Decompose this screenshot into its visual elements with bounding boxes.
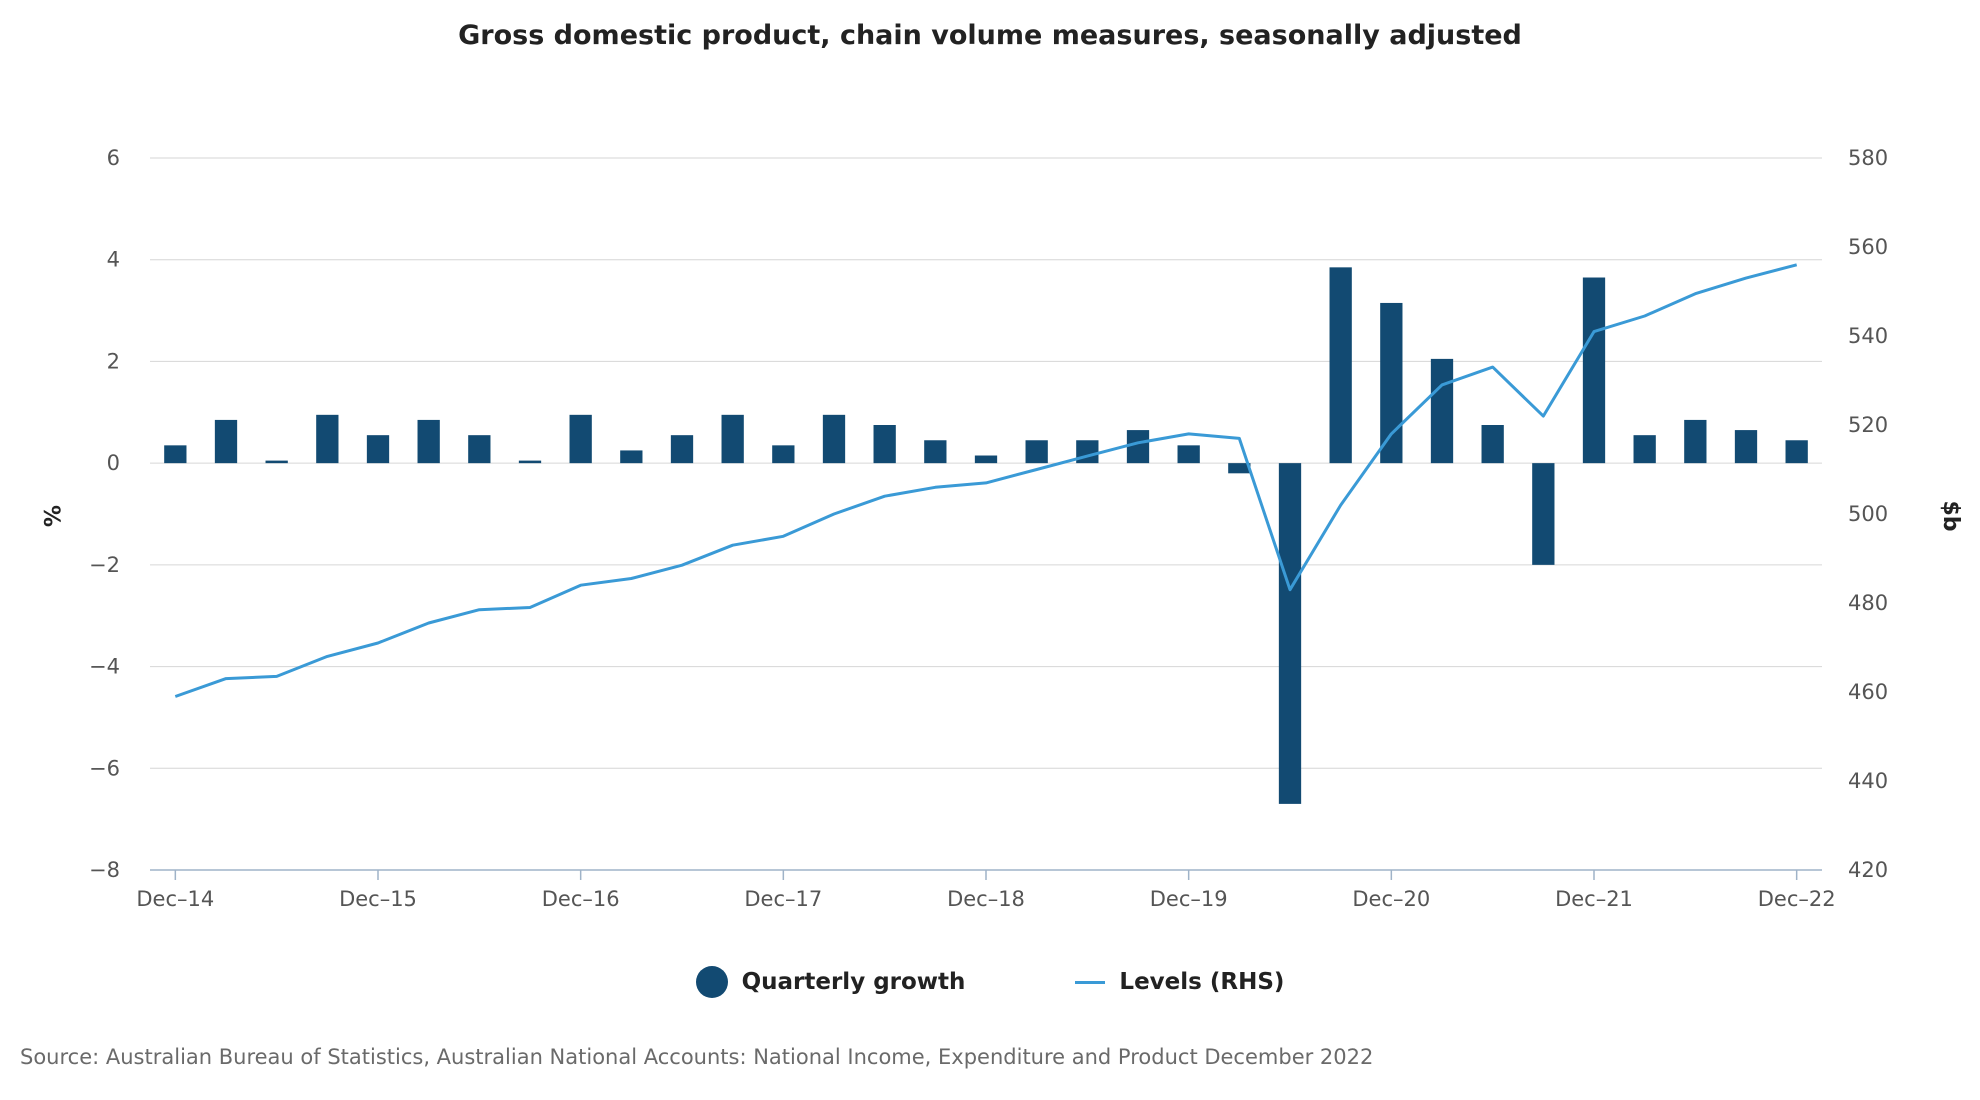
growth-bar: [468, 435, 491, 464]
growth-bar: [1734, 430, 1758, 464]
x-tick-label: Dec–15: [339, 887, 417, 911]
growth-bar: [417, 419, 440, 464]
growth-bar: [721, 414, 744, 464]
growth-bar: [1177, 445, 1200, 464]
y-right-tick-label: 560: [1848, 235, 1888, 259]
growth-bar: [1278, 463, 1302, 804]
y-left-tick-label: 4: [107, 248, 120, 272]
growth-bar: [265, 460, 288, 464]
growth-bar: [1633, 435, 1656, 464]
x-tick-label: Dec–22: [1758, 887, 1836, 911]
y-right-tick-label: 480: [1848, 591, 1888, 615]
bar-series: [164, 267, 1808, 804]
growth-bar: [1481, 425, 1504, 464]
growth-bar: [518, 460, 542, 464]
growth-bar: [974, 455, 998, 464]
left-axis-unit: %: [38, 505, 63, 527]
growth-bar: [772, 445, 795, 464]
x-tick-label: Dec–21: [1555, 887, 1633, 911]
growth-bar: [1025, 440, 1048, 464]
y-left-tick-label: −8: [89, 858, 120, 882]
growth-bar: [670, 435, 694, 464]
growth-bar: [1329, 267, 1352, 464]
y-right-tick-label: 580: [1848, 146, 1888, 170]
y-left-tick-label: 6: [107, 146, 120, 170]
y-left-tick-label: −6: [89, 756, 120, 780]
growth-bar: [214, 419, 238, 464]
growth-bar: [1430, 358, 1454, 464]
legend-label-quarterly-growth: Quarterly growth: [741, 969, 966, 995]
growth-bar: [1380, 302, 1403, 464]
growth-bar: [1126, 430, 1150, 464]
y-right-tick-label: 460: [1848, 680, 1888, 704]
x-tick-label: Dec–20: [1352, 887, 1430, 911]
axes: 6420−2−4−6−8580560540520500480460440420D…: [89, 146, 1888, 911]
y-right-tick-label: 420: [1848, 858, 1888, 882]
y-right-tick-label: 540: [1848, 324, 1888, 348]
growth-bar: [1532, 463, 1555, 565]
legend-line-swatch: [1075, 980, 1106, 984]
growth-bar: [164, 445, 187, 464]
legend-item-quarterly-growth[interactable]: Quarterly growth: [695, 966, 966, 998]
y-left-tick-label: −4: [89, 655, 120, 679]
levels-line: [174, 263, 1798, 698]
growth-bar: [1076, 440, 1099, 464]
chart-title: Gross domestic product, chain volume mea…: [458, 20, 1522, 51]
growth-bar: [569, 414, 592, 464]
legend: Quarterly growth Levels (RHS): [0, 966, 1980, 998]
x-tick-label: Dec–19: [1150, 887, 1228, 911]
growth-bar: [366, 435, 390, 464]
growth-bar: [873, 425, 896, 464]
y-right-tick-label: 520: [1848, 413, 1888, 437]
growth-bar: [1228, 463, 1251, 474]
x-tick-label: Dec–17: [744, 887, 822, 911]
y-left-tick-label: 0: [107, 451, 120, 475]
growth-bar: [1582, 277, 1606, 464]
x-tick-label: Dec–18: [947, 887, 1025, 911]
growth-bar: [1785, 440, 1808, 464]
legend-bar-swatch: [695, 966, 728, 998]
legend-item-levels[interactable]: Levels (RHS): [1075, 966, 1284, 998]
y-left-tick-label: 2: [107, 349, 120, 373]
y-left-tick-label: −2: [89, 553, 120, 577]
x-tick-label: Dec–16: [542, 887, 620, 911]
y-right-tick-label: 440: [1848, 769, 1888, 793]
y-right-tick-label: 500: [1848, 502, 1888, 526]
growth-bar: [822, 414, 846, 464]
line-series: [174, 263, 1798, 698]
x-tick-label: Dec–14: [136, 887, 214, 911]
source-note: Source: Australian Bureau of Statistics,…: [20, 1045, 1374, 1069]
growth-bar: [620, 450, 643, 464]
growth-bar: [924, 440, 947, 464]
legend-label-levels: Levels (RHS): [1119, 969, 1285, 995]
growth-bar: [316, 414, 339, 464]
growth-bar: [1684, 419, 1707, 464]
right-axis-unit: $b: [1938, 500, 1963, 531]
